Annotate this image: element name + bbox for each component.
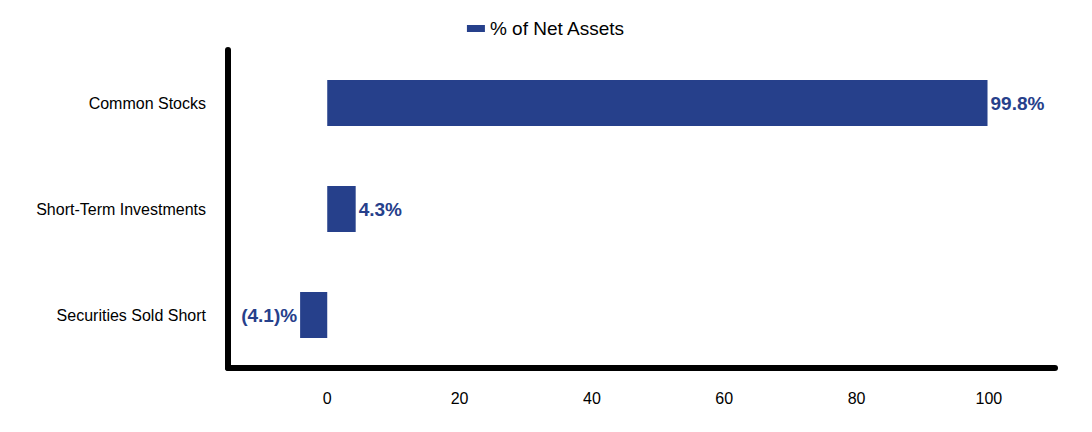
- svg-text:20: 20: [451, 390, 469, 407]
- svg-text:60: 60: [715, 390, 733, 407]
- svg-text:Common Stocks: Common Stocks: [89, 95, 206, 112]
- svg-text:4.3%: 4.3%: [359, 199, 402, 220]
- svg-text:0: 0: [323, 390, 332, 407]
- svg-text:Short-Term Investments: Short-Term Investments: [36, 201, 206, 218]
- svg-text:100: 100: [975, 390, 1002, 407]
- svg-text:% of Net Assets: % of Net Assets: [490, 18, 624, 39]
- svg-text:Securities Sold Short: Securities Sold Short: [57, 307, 207, 324]
- svg-text:80: 80: [848, 390, 866, 407]
- svg-text:99.8%: 99.8%: [991, 93, 1045, 114]
- svg-text:(4.1)%: (4.1)%: [241, 305, 297, 326]
- svg-text:40: 40: [583, 390, 601, 407]
